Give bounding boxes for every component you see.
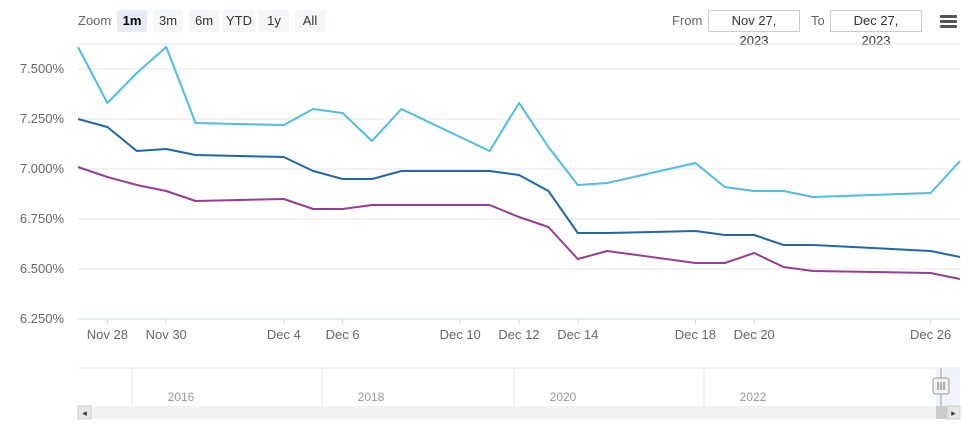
scrollbar-thumb[interactable] <box>936 406 947 419</box>
zoom-ytd-button[interactable]: YTD <box>223 10 255 32</box>
y-tick-label: 6.750% <box>20 211 65 226</box>
scroll-right-button[interactable] <box>946 405 961 420</box>
zoom-1m-button[interactable]: 1m <box>117 10 147 32</box>
zoom-1y-button[interactable]: 1y <box>259 10 289 32</box>
x-tick-label: Dec 14 <box>557 327 598 342</box>
from-label: From <box>672 13 703 28</box>
scroll-left-arrow-icon: ◂ <box>82 408 87 418</box>
y-tick-label: 6.250% <box>20 311 65 326</box>
y-tick-label: 7.500% <box>20 61 65 76</box>
to-label: To <box>811 13 825 28</box>
zoom-label: Zoom <box>78 13 112 28</box>
x-tick-label: Dec 10 <box>440 327 481 342</box>
menu-icon-bar <box>940 20 957 23</box>
y-tick-label: 7.000% <box>20 161 65 176</box>
scrollbar[interactable]: ◂ ▸ <box>77 405 961 420</box>
navigator-handle[interactable] <box>932 377 950 395</box>
zoom-3m-button[interactable]: 3m <box>153 10 183 32</box>
x-tick-label: Dec 6 <box>326 327 360 342</box>
navigator-year-label: 2022 <box>740 390 767 404</box>
navigator-year-label: 2018 <box>358 390 385 404</box>
scrollbar-track[interactable] <box>78 406 960 419</box>
y-axis-tick-labels: 7.500% 7.250% 7.000% 6.750% 6.500% 6.250% <box>20 61 65 326</box>
x-tick-label: Nov 28 <box>87 327 128 342</box>
x-tick-label: Dec 26 <box>910 327 951 342</box>
x-tick-label: Dec 20 <box>734 327 775 342</box>
series-line-1 <box>77 46 961 198</box>
x-tick-label: Dec 18 <box>675 327 716 342</box>
hamburger-menu-icon[interactable] <box>940 15 957 28</box>
navigator[interactable]: 2016 2018 2020 2022 <box>78 367 960 406</box>
series-line-2 <box>77 118 961 258</box>
menu-icon-bar <box>940 25 957 28</box>
scroll-left-button[interactable] <box>77 405 92 420</box>
x-tick-label: Nov 30 <box>146 327 187 342</box>
x-tick-label: Dec 12 <box>498 327 539 342</box>
scroll-right-arrow-icon: ▸ <box>951 408 956 418</box>
navigator-year-ticks: 2016 2018 2020 2022 <box>131 368 767 406</box>
menu-icon-bar <box>940 15 957 18</box>
y-tick-label: 6.500% <box>20 261 65 276</box>
zoom-6m-button[interactable]: 6m <box>189 10 219 32</box>
series-line-3 <box>77 166 961 280</box>
x-tick-label: Dec 4 <box>267 327 301 342</box>
series-lines <box>77 46 961 280</box>
y-tick-label: 7.250% <box>20 111 65 126</box>
navigator-year-label: 2020 <box>550 390 577 404</box>
zoom-all-button[interactable]: All <box>295 10 325 32</box>
x-axis-tick-labels: Nov 28 Nov 30 Dec 4 Dec 6 Dec 10 Dec 12 Dec 14… <box>87 319 951 342</box>
grid-lines <box>78 43 960 320</box>
navigator-year-label: 2016 <box>168 390 195 404</box>
range-selector-toolbar: Zoom 1m 3m 6m YTD 1y All From Nov 27, 20… <box>0 0 975 48</box>
